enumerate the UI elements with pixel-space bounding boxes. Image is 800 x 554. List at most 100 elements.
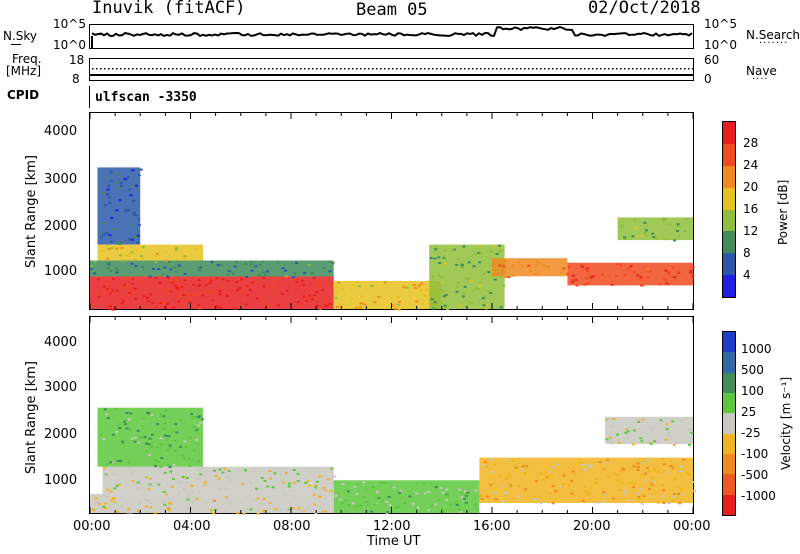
nave-dot — [416, 68, 418, 70]
power-speckle — [350, 297, 354, 300]
nave-dot — [484, 68, 486, 70]
power-speckle — [215, 277, 219, 280]
power-speckle — [302, 295, 306, 298]
power-speckle — [165, 275, 169, 278]
velocity-speckle — [321, 475, 325, 478]
velocity-speckle — [300, 510, 304, 513]
velocity-speckle — [340, 502, 344, 505]
power-speckle — [245, 285, 249, 288]
colorbar-segment — [723, 187, 735, 210]
velocity-speckle — [646, 459, 650, 462]
velocity-speckle — [554, 490, 558, 493]
power-speckle — [108, 308, 112, 311]
velocity-speckle — [589, 464, 593, 467]
power-speckle — [359, 306, 363, 309]
power-speckle — [134, 297, 138, 300]
nave-dot — [124, 68, 126, 70]
velocity-speckle — [651, 477, 655, 480]
velocity-speckle — [538, 496, 542, 499]
power-speckle — [204, 284, 208, 286]
power-speckle — [683, 230, 687, 233]
power-speckle — [331, 262, 335, 265]
power-speckle — [219, 264, 223, 267]
velocity-speckle — [183, 440, 187, 443]
velocity-speckle — [650, 492, 654, 495]
velocity-speckle — [204, 502, 208, 505]
velocity-speckle — [399, 489, 403, 492]
power-speckle — [444, 294, 448, 296]
power-speckle — [560, 270, 564, 273]
power-speckle — [315, 304, 319, 307]
nsearch-dots: ······· — [759, 38, 789, 49]
velocity-speckle — [139, 436, 143, 439]
nave-dot — [372, 68, 374, 70]
velocity-speckle — [200, 418, 204, 421]
power-speckle — [126, 254, 130, 256]
power-speckle — [434, 248, 438, 251]
velocity-speckle — [243, 509, 247, 512]
nave-dot — [296, 68, 298, 70]
velocity-speckle — [136, 429, 140, 432]
velocity-speckle — [549, 470, 552, 473]
velocity-speckle — [106, 488, 110, 491]
velocity-speckle — [624, 431, 628, 434]
power-speckle — [93, 260, 97, 263]
nsky-panel-frame — [89, 24, 694, 49]
power-speckle — [173, 266, 177, 269]
power-speckle — [136, 234, 140, 237]
velocity-speckle — [669, 464, 673, 467]
power-speckle — [663, 218, 667, 221]
velocity-speckle — [145, 450, 149, 453]
power-speckle — [472, 265, 476, 268]
nave-dot — [512, 68, 514, 70]
nave-dot — [668, 68, 670, 70]
power-speckle — [139, 168, 143, 171]
power-speckle — [442, 290, 446, 293]
power-speckle — [111, 289, 114, 292]
power-speckle — [151, 268, 155, 270]
power-speckle — [227, 270, 231, 273]
velocity-speckle — [110, 499, 114, 502]
velocity-speckle — [583, 490, 587, 493]
velocity-speckle — [296, 480, 300, 483]
velocity-speckle — [339, 498, 343, 501]
velocity-speckle — [318, 475, 322, 478]
velocity-speckle — [440, 508, 444, 511]
velocity-speckle — [632, 486, 636, 489]
nave-dot — [208, 68, 210, 70]
velocity-speckle — [578, 462, 582, 464]
power-speckle — [131, 169, 135, 172]
velocity-speckle — [547, 476, 551, 479]
velocity-speckle — [127, 508, 131, 511]
velocity-speckle — [195, 438, 199, 441]
velocity-band — [605, 416, 693, 444]
power-speckle — [109, 171, 113, 173]
velocity-speckle — [463, 490, 467, 493]
nave-dot — [480, 68, 482, 70]
power-speckle — [498, 250, 502, 252]
velocity-speckle — [385, 501, 389, 503]
nave-dot — [116, 68, 118, 70]
power-speckle — [465, 277, 468, 280]
power-speckle — [359, 302, 363, 305]
velocity-speckle — [672, 495, 676, 498]
velocity-speckle — [190, 491, 194, 494]
nave-dot — [180, 68, 182, 70]
velocity-speckle — [195, 498, 199, 501]
velocity-speckle — [163, 471, 167, 474]
velocity-speckle — [144, 442, 148, 445]
power-speckle — [648, 270, 652, 273]
velocity-speckle — [671, 420, 675, 423]
velocity-speckle — [501, 500, 505, 503]
nave-dot — [240, 68, 242, 70]
nave-dot — [504, 68, 506, 70]
power-speckle — [640, 284, 643, 287]
velocity-speckle — [142, 417, 146, 420]
power-cb-tick: 24 — [743, 158, 759, 172]
velocity-speckle — [111, 433, 115, 436]
nave-dot — [532, 68, 534, 70]
velocity-speckle — [371, 486, 375, 489]
velocity-speckle — [664, 471, 668, 474]
power-speckle — [525, 265, 529, 268]
velocity-speckle — [203, 481, 207, 484]
